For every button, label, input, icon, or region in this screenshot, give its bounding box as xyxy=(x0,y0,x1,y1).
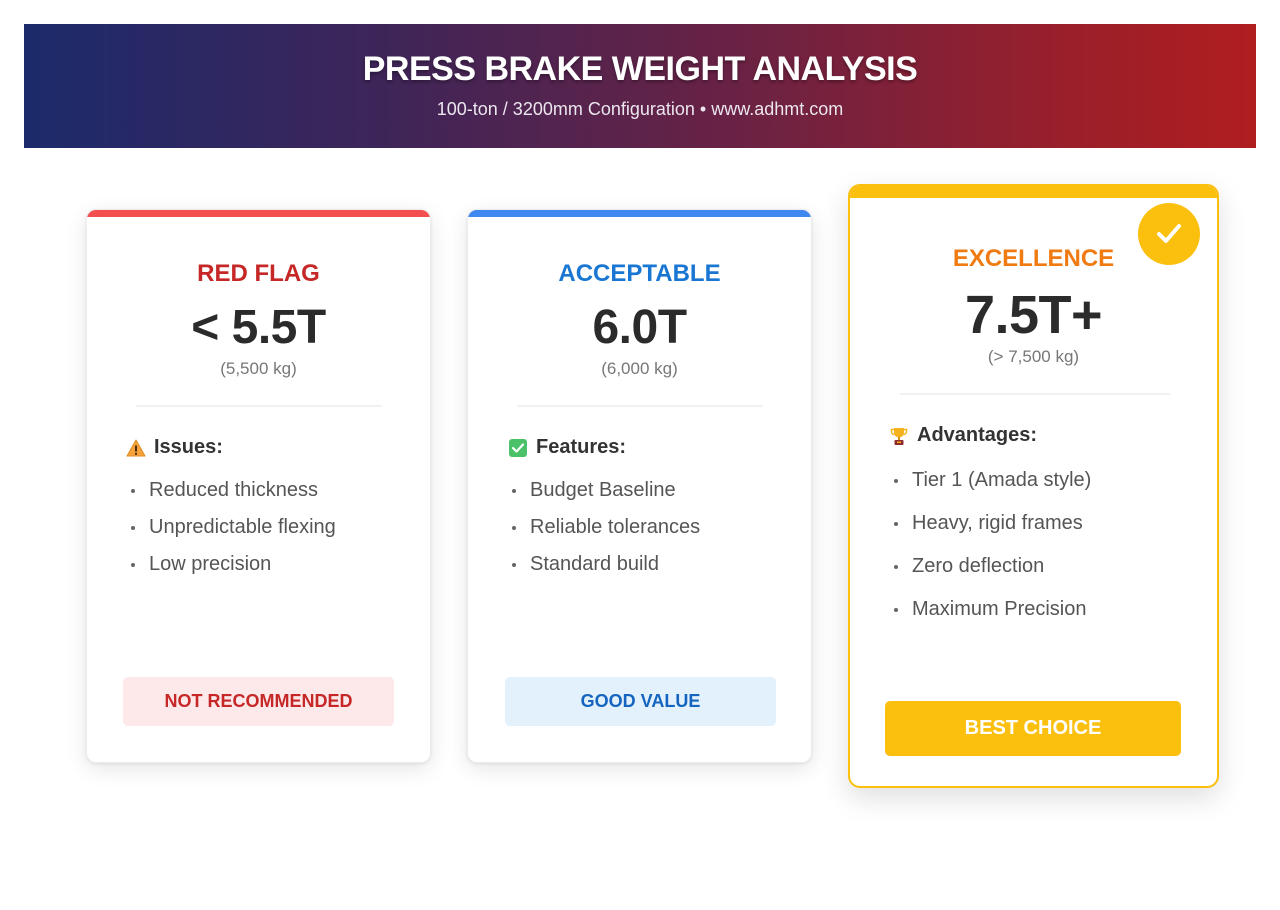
list-item: Heavy, rigid frames xyxy=(894,502,1091,545)
tier-label: EXCELLENCE xyxy=(952,245,1115,272)
weight-value: 6.0T xyxy=(592,301,687,354)
card-accent-bar xyxy=(468,210,811,217)
list-item: Maximum Precision xyxy=(894,588,1091,631)
page-subtitle: 100-ton / 3200mm Configuration • www.adh… xyxy=(436,99,844,119)
section-heading: Features: xyxy=(508,436,626,459)
list-item: Standard build xyxy=(512,546,700,583)
good-value-badge[interactable]: GOOD VALUE xyxy=(505,677,776,726)
weight-value: 7.5T+ xyxy=(964,285,1103,345)
list-item: Reliable tolerances xyxy=(512,509,700,546)
card-accent-bar xyxy=(87,210,430,217)
issues-list: Reduced thickness Unpredictable flexing … xyxy=(131,472,336,583)
not-recommended-badge[interactable]: NOT RECOMMENDED xyxy=(123,677,394,726)
weight-kg: (6,000 kg) xyxy=(601,359,678,378)
warning-icon xyxy=(126,438,146,458)
list-item: Low precision xyxy=(131,546,336,583)
section-heading: Issues: xyxy=(126,436,223,459)
section-label: Issues: xyxy=(154,436,223,458)
weight-kg: (> 7,500 kg) xyxy=(987,347,1080,366)
section-heading: Advantages: xyxy=(889,424,1037,447)
best-choice-button[interactable]: BEST CHOICE xyxy=(885,701,1181,756)
divider xyxy=(136,405,382,407)
section-label: Features: xyxy=(536,436,627,458)
divider xyxy=(517,405,763,407)
features-list: Budget Baseline Reliable tolerances Stan… xyxy=(512,472,700,583)
tier-label: ACCEPTABLE xyxy=(558,260,721,287)
tier-label: RED FLAG xyxy=(197,260,320,287)
checkbox-icon xyxy=(508,438,528,458)
list-item: Tier 1 (Amada style) xyxy=(894,459,1091,502)
card-accent-bar xyxy=(850,186,1217,198)
list-item: Reduced thickness xyxy=(131,472,336,509)
tier-card-excellence: EXCELLENCE 7.5T+ (> 7,500 kg) Advantages… xyxy=(848,184,1219,788)
tier-card-red-flag: RED FLAG < 5.5T (5,500 kg) Issues: Reduc… xyxy=(86,209,431,763)
weight-kg: (5,500 kg) xyxy=(220,359,297,378)
page-header: PRESS BRAKE WEIGHT ANALYSIS 100-ton / 32… xyxy=(24,24,1256,148)
tier-card-acceptable: ACCEPTABLE 6.0T (6,000 kg) Features: Bud… xyxy=(467,209,812,763)
check-circle-icon xyxy=(1138,203,1200,265)
weight-value: < 5.5T xyxy=(191,301,326,354)
page-title: PRESS BRAKE WEIGHT ANALYSIS xyxy=(362,50,918,88)
section-label: Advantages: xyxy=(917,424,1038,446)
trophy-icon xyxy=(889,426,909,446)
list-item: Budget Baseline xyxy=(512,472,700,509)
list-item: Zero deflection xyxy=(894,545,1091,588)
list-item: Unpredictable flexing xyxy=(131,509,336,546)
divider xyxy=(900,393,1170,395)
advantages-list: Tier 1 (Amada style) Heavy, rigid frames… xyxy=(894,459,1091,631)
